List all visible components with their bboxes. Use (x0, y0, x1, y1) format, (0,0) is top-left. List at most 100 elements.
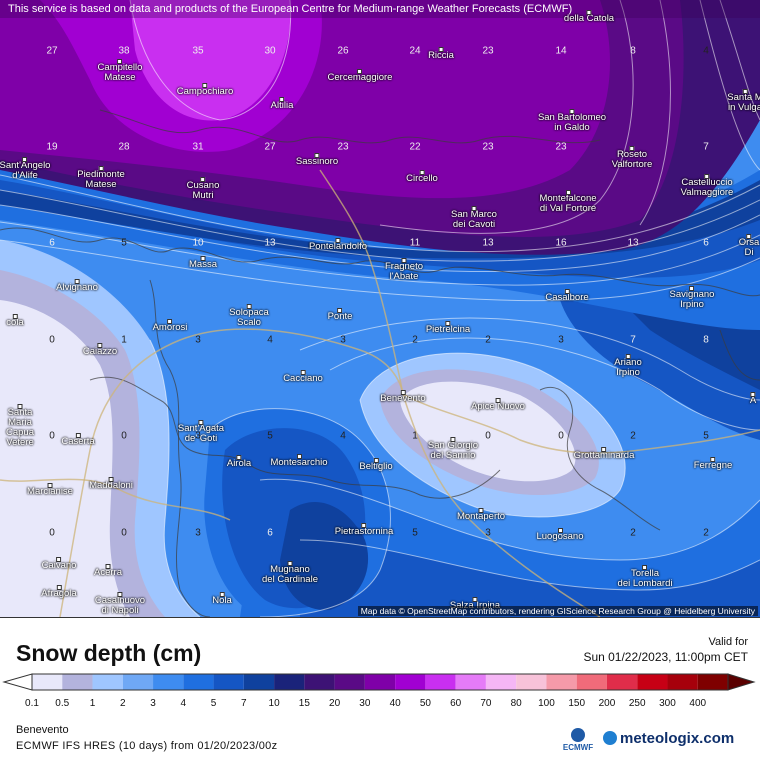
snow-depth-value: 7 (703, 141, 709, 153)
ecmwf-logo: ECMWF (562, 728, 594, 752)
city-label-massa: Massa (189, 256, 217, 270)
city-marker-icon (219, 592, 225, 597)
colorbar-arrow-right (727, 673, 756, 691)
snow-depth-value: 2 (485, 334, 491, 346)
snow-depth-value: 3 (195, 334, 201, 346)
snow-depth-value: 3 (485, 527, 491, 539)
city-marker-icon (287, 561, 293, 566)
snow-depth-value: 35 (192, 45, 204, 57)
colorbar-tick-label: 3 (150, 698, 156, 709)
city-label-cusano-mutri: Cusano Mutri (187, 177, 219, 201)
city-marker-icon (625, 354, 631, 359)
colorbar-tick-label: 200 (598, 698, 616, 709)
snow-depth-value: 26 (337, 45, 349, 57)
city-label-caiazzo: Caiazzo (83, 343, 117, 357)
snow-depth-value: 38 (118, 45, 130, 57)
city-label-solopaca-scalo: Solopaca Scalo (229, 304, 269, 328)
snow-depth-value: 0 (49, 430, 55, 442)
city-label-alvignano: Alvignano (56, 279, 98, 293)
snow-depth-value: 4 (703, 45, 709, 57)
city-label-montesarchio: Montesarchio (270, 454, 328, 468)
city-label-castelluccio-valmaggiore: Castelluccio Valmaggiore (681, 174, 733, 198)
city-marker-icon (495, 398, 501, 403)
snow-depth-value: 13 (482, 237, 494, 249)
city-label-roseto-valfortore: Roseto Valfortore (612, 146, 652, 170)
snow-depth-value: 24 (409, 45, 421, 57)
colorbar-swatch (606, 674, 638, 690)
snow-depth-value: 14 (555, 45, 567, 57)
colorbar-swatch (153, 674, 184, 690)
snow-depth-value: 31 (192, 141, 204, 153)
colorbar-tick-label: 15 (298, 698, 310, 709)
colorbar-tick-label: 100 (538, 698, 555, 709)
city-marker-icon (471, 206, 477, 211)
city-label-casalnuovo-di-napoli: Casalnuovo di Napoli (95, 592, 145, 616)
snow-depth-map[interactable]: This service is based on data and produc… (0, 0, 760, 618)
city-label-maddaloni: Maddaloni (89, 477, 133, 491)
snow-depth-value: 11 (409, 237, 421, 249)
colorbar-tick-label: 80 (510, 698, 522, 709)
snow-depth-value: 8 (703, 334, 709, 346)
colorbar-tick-label: 4 (180, 698, 187, 709)
snow-depth-value: 13 (264, 237, 276, 249)
city-label-amorosi: Amorosi (153, 319, 187, 333)
colorbar-tick-label: 5 (210, 698, 217, 709)
colorbar-swatch (304, 674, 335, 690)
snow-depth-value: 2 (703, 527, 709, 539)
city-label-beltiglio: Beltiglio (359, 458, 393, 472)
colorbar-swatch (485, 674, 517, 690)
colorbar-tick-label: 7 (241, 698, 247, 709)
city-marker-icon (74, 279, 80, 284)
city-label-sassinoro: Sassinoro (296, 153, 338, 167)
city-marker-icon (400, 390, 406, 395)
city-label-grottaminarda: Grottaminarda (574, 447, 634, 461)
snow-depth-value: 27 (264, 141, 276, 153)
city-label-airola: Airola (227, 455, 251, 469)
snow-depth-value: 23 (555, 141, 567, 153)
colorbar-tick-label: 150 (568, 698, 586, 709)
city-label-ferregne: Ferregne (694, 457, 732, 471)
snow-depth-value: 7 (630, 334, 636, 346)
snow-depth-value: 0 (49, 527, 55, 539)
city-label-cercemaggiore: Cercemaggiore (328, 69, 392, 83)
city-marker-icon (472, 597, 478, 602)
city-label-altilia: Altilia (271, 97, 293, 111)
colorbar-tick-label: 400 (689, 698, 707, 709)
city-label-pietrelcina: Pietrelcina (426, 321, 470, 335)
colorbar-swatch (243, 674, 275, 690)
meteologix-logo[interactable]: meteologix.com (603, 730, 734, 747)
city-label-a-edge: A (750, 392, 756, 406)
city-marker-icon (704, 174, 710, 179)
city-label-casalbore: Casalbore (545, 289, 589, 303)
city-label-sant-angelo-dalife: Sant'Angelo d'Alife (0, 157, 50, 181)
city-label-santa-maria-capua-vetere: Santa Maria Capua Vetere (6, 404, 34, 448)
colorbar-swatch (334, 674, 365, 690)
snow-depth-value: 3 (340, 334, 346, 346)
city-marker-icon (445, 321, 451, 326)
city-marker-icon (198, 420, 204, 425)
city-label-san-marco-dei-cavoti: San Marco dei Cavoti (451, 206, 497, 230)
city-marker-icon (750, 392, 756, 397)
colorbar-swatch (667, 674, 698, 690)
colorbar-tick-label: 0.5 (55, 698, 70, 709)
snow-depth-value: 6 (267, 527, 273, 539)
snow-depth-value: 3 (558, 334, 564, 346)
colorbar-swatch (62, 674, 93, 690)
city-marker-icon (557, 528, 563, 533)
city-label-ponte: Ponte (328, 308, 352, 322)
city-label-apice-nuovo: Apice Nuovo (471, 398, 525, 412)
city-marker-icon (401, 258, 407, 263)
ecmwf-logo-icon (571, 728, 585, 742)
snow-depth-value: 5 (703, 430, 709, 442)
city-marker-icon (564, 289, 570, 294)
city-label-santagata-de-goti: Sant'Agata de' Goti (178, 420, 224, 444)
snow-depth-value: 0 (485, 430, 491, 442)
legend-title: Snow depth (cm) (16, 640, 202, 666)
colorbar-swatch (546, 674, 577, 690)
snow-depth-value: 13 (627, 237, 639, 249)
city-label-pietrastornina: Pietrastornina (335, 523, 393, 537)
city-marker-icon (12, 314, 18, 319)
snow-depth-value: 3 (195, 527, 201, 539)
colorbar-tick-label: 20 (329, 698, 341, 709)
